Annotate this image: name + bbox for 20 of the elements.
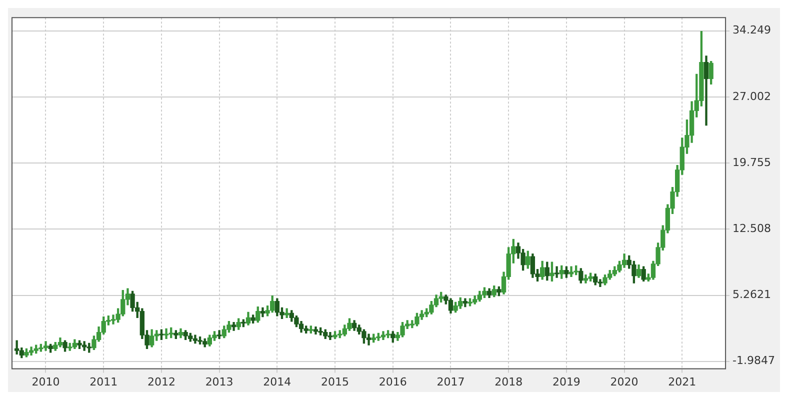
- y-tick-label: -1.9847: [732, 354, 776, 368]
- x-tick-label: 2018: [494, 375, 523, 388]
- x-tick-label: 2014: [263, 375, 292, 388]
- x-tick-label: 2021: [668, 375, 696, 388]
- x-tick-label: 2017: [436, 375, 465, 388]
- y-tick-label: 5.2621: [732, 288, 772, 302]
- candlestick: [216, 330, 222, 340]
- x-tick-label: 2013: [205, 375, 234, 388]
- x-tick-label: 2010: [32, 375, 60, 388]
- y-tick-label: 12.508: [732, 222, 772, 236]
- x-tick-label: 2020: [610, 375, 638, 388]
- y-tick-label: 27.002: [732, 90, 772, 103]
- x-tick-label: 2016: [378, 375, 407, 388]
- y-tick-label: 19.755: [732, 156, 772, 169]
- x-tick-label: 2019: [552, 375, 580, 388]
- x-tick-label: 2011: [90, 375, 118, 388]
- y-tick-label: 34.249: [732, 24, 772, 37]
- x-tick-label: 2012: [147, 375, 176, 388]
- candlestick: [554, 266, 560, 278]
- x-tick-label: 2015: [321, 375, 350, 388]
